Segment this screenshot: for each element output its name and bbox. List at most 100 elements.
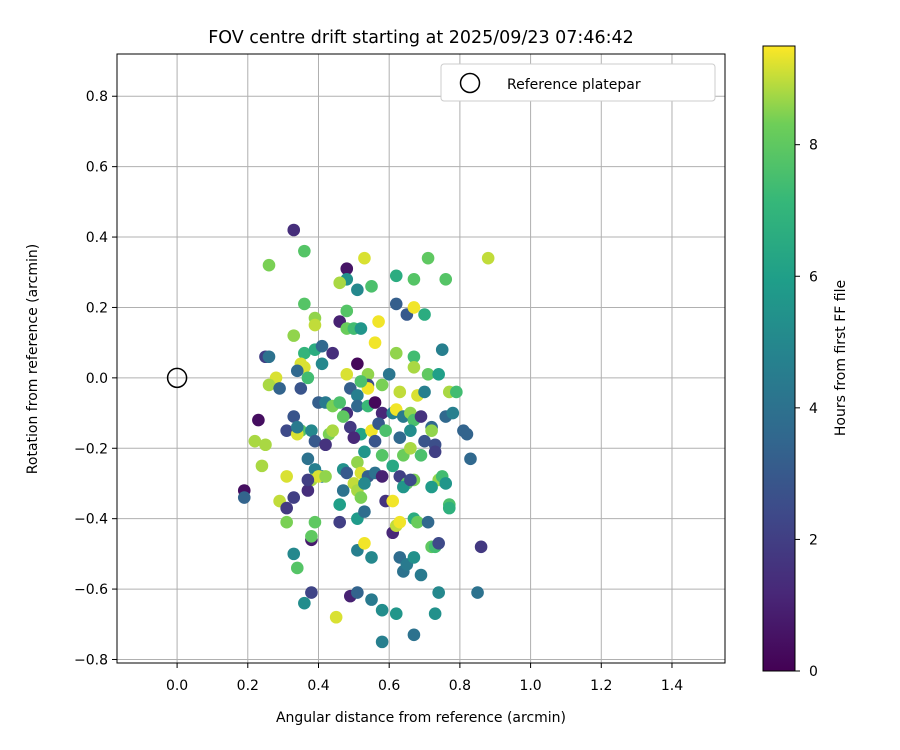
data-point [368, 336, 382, 349]
data-point [287, 223, 301, 237]
y-tick-label: 0.0 [86, 371, 108, 387]
data-point [379, 424, 392, 437]
data-point [351, 456, 364, 469]
data-point [425, 480, 438, 494]
y-tick-label: −0.2 [74, 441, 108, 457]
data-point [333, 276, 346, 290]
data-point [368, 434, 382, 448]
data-point [287, 329, 301, 342]
data-point [308, 318, 322, 332]
data-point [252, 413, 265, 427]
data-point [428, 607, 442, 621]
data-point [298, 596, 311, 610]
data-point [344, 420, 357, 434]
data-point [435, 343, 449, 356]
colorbar-tick-label: 2 [809, 532, 818, 548]
data-point [414, 568, 428, 582]
colorbar-label: Hours from first FF file [833, 280, 849, 436]
data-point [354, 491, 368, 504]
data-point [393, 431, 407, 445]
data-point [290, 364, 304, 378]
data-point [386, 494, 400, 508]
data-point [298, 297, 311, 311]
data-point [471, 586, 484, 599]
data-point [351, 357, 364, 371]
data-point [301, 484, 315, 497]
data-point [439, 272, 453, 286]
data-point [411, 515, 424, 529]
data-point [393, 515, 407, 529]
data-point [340, 262, 354, 276]
y-tick-label: −0.8 [74, 652, 108, 668]
data-point [351, 399, 364, 413]
colorbar-tick-label: 0 [809, 664, 818, 680]
colorbar-tick-label: 8 [809, 138, 818, 154]
data-point [425, 424, 438, 437]
data-point [305, 586, 318, 599]
data-point [329, 610, 343, 624]
legend: Reference platepar [440, 63, 716, 102]
data-point [280, 501, 293, 515]
x-axis-ticks: 0.0 0.2 0.4 0.6 0.8 1.0 1.2 1.4 [166, 663, 683, 694]
data-point [287, 491, 301, 504]
data-point [407, 551, 421, 564]
data-point [375, 378, 389, 392]
legend-reference-marker [459, 72, 481, 94]
x-tick-label: 0.8 [449, 678, 471, 694]
data-point [308, 515, 322, 529]
data-point [336, 410, 350, 423]
data-point [280, 424, 293, 437]
data-point [298, 244, 311, 258]
data-point [375, 603, 389, 617]
data-point [333, 396, 346, 409]
data-point [474, 540, 488, 554]
data-point [354, 375, 368, 388]
axes-frame [116, 53, 726, 664]
data-point [326, 346, 339, 360]
data-point [389, 269, 403, 283]
data-point [340, 368, 354, 381]
data-point [326, 424, 339, 437]
data-point [358, 251, 371, 265]
data-point [273, 382, 286, 395]
data-point [301, 452, 315, 466]
data-point [315, 339, 329, 353]
data-point [280, 470, 293, 483]
data-point [308, 434, 322, 448]
x-tick-label: 0.4 [307, 678, 329, 694]
data-point [351, 283, 364, 297]
data-point [421, 515, 435, 529]
data-point [460, 427, 474, 441]
data-point [365, 551, 378, 564]
data-point [358, 445, 371, 459]
data-point [347, 431, 361, 445]
data-point [298, 346, 311, 360]
data-point [290, 561, 304, 575]
data-point [421, 251, 435, 265]
data-point [262, 378, 276, 392]
colorbar-tick-label: 6 [809, 269, 818, 285]
data-point [365, 280, 378, 293]
data-point [404, 441, 417, 455]
data-point [336, 484, 350, 497]
data-point [358, 477, 371, 490]
y-axis-ticks: −0.8 −0.6 −0.4 −0.2 0.0 0.2 0.4 0.6 0.8 [74, 89, 117, 668]
data-point [294, 382, 308, 395]
data-point [407, 628, 421, 642]
data-point [290, 420, 304, 434]
data-point [428, 445, 442, 459]
y-tick-label: 0.6 [86, 160, 108, 176]
data-point [414, 410, 428, 423]
data-point [439, 477, 453, 490]
legend-box [440, 63, 716, 102]
data-point [389, 346, 403, 360]
data-point [351, 389, 364, 402]
data-point [358, 537, 371, 550]
data-point [358, 505, 371, 518]
data-point [372, 315, 385, 328]
data-point [432, 368, 445, 381]
colorbar-gradient [762, 45, 796, 672]
grid [117, 54, 725, 663]
x-tick-label: 1.0 [519, 678, 541, 694]
